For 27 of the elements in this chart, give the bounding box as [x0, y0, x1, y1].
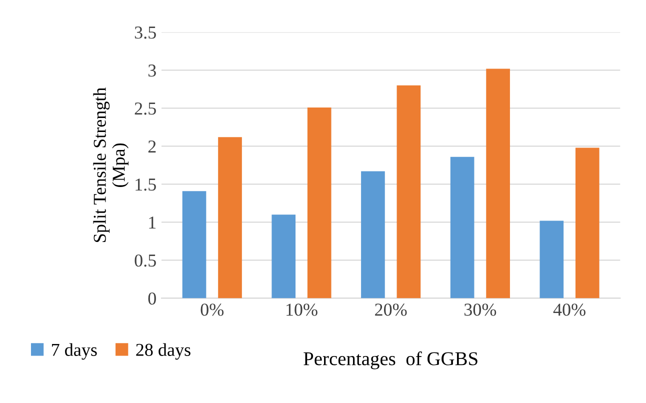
bar — [361, 171, 385, 298]
y-tick-label: 3 — [148, 64, 156, 77]
y-tick-label: 0.5 — [134, 254, 156, 267]
bar — [307, 107, 332, 298]
bar — [540, 220, 564, 298]
bar — [450, 156, 474, 298]
x-tick-label: 30% — [464, 304, 496, 316]
bar — [272, 214, 296, 298]
y-tick-label: 0 — [148, 292, 156, 305]
bar — [486, 68, 510, 298]
bar — [396, 85, 421, 298]
legend-label: 28 days — [136, 343, 190, 360]
x-tick-label: 40% — [553, 304, 586, 316]
x-tick-label: 20% — [375, 304, 407, 316]
y-tick-label: 2.5 — [134, 102, 156, 115]
y-tick-label: 1 — [149, 216, 156, 228]
y-tick-label: 3.5 — [134, 26, 156, 39]
y-tick-label: 1.5 — [136, 178, 156, 191]
x-tick-label: 0% — [200, 304, 224, 316]
x-axis-title: Percentages of GGBS — [304, 351, 478, 370]
bar — [575, 148, 600, 298]
bar — [182, 191, 206, 298]
legend-label: 7 days — [52, 343, 97, 360]
bar — [218, 137, 242, 298]
y-tick-label: 2 — [148, 140, 156, 152]
x-tick-label: 10% — [286, 304, 318, 316]
y-axis-title: Split Tensile Strength (Mpa) — [93, 88, 129, 242]
